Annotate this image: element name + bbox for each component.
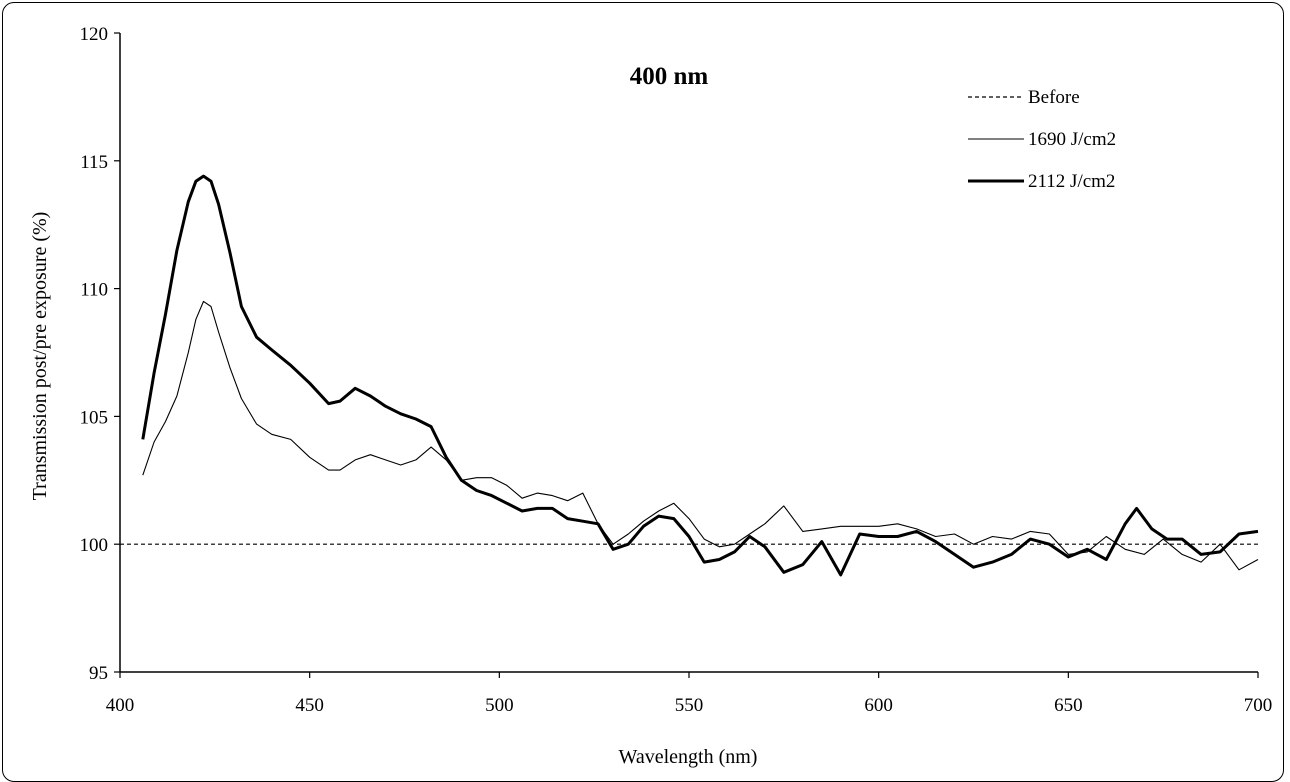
- y-tick-label: 105: [80, 407, 109, 428]
- chart-title: 400 nm: [630, 63, 709, 90]
- series-line-2: [141, 174, 1259, 577]
- x-tick-label: 500: [485, 695, 514, 716]
- y-axis-title: Transmission post/pre exposure (%): [29, 212, 51, 501]
- x-axis-title: Wavelength (nm): [619, 746, 758, 768]
- y-tick-label: 110: [80, 280, 108, 301]
- x-tick-label: 650: [1054, 695, 1083, 716]
- y-tick-label: 100: [80, 535, 109, 556]
- y-tick-label: 115: [80, 152, 108, 173]
- y-tick-label: 95: [89, 663, 108, 684]
- chart-series: [120, 174, 1259, 577]
- legend-label: Before: [1028, 87, 1080, 108]
- legend-label: 1690 J/cm2: [1028, 129, 1116, 150]
- legend-label: 2112 J/cm2: [1028, 171, 1115, 192]
- x-tick-label: 550: [675, 695, 704, 716]
- chart-legend: Before 1690 J/cm2 2112 J/cm2: [968, 87, 1116, 192]
- y-tick-label: 120: [80, 24, 109, 45]
- series-line-1: [142, 300, 1259, 571]
- x-tick-label: 700: [1244, 695, 1273, 716]
- x-tick-label: 400: [106, 695, 135, 716]
- chart-axes: 95 100 105 110 115 120 400 450 500 550 600 650 700: [80, 24, 1273, 716]
- x-tick-label: 450: [295, 695, 324, 716]
- x-tick-label: 600: [864, 695, 893, 716]
